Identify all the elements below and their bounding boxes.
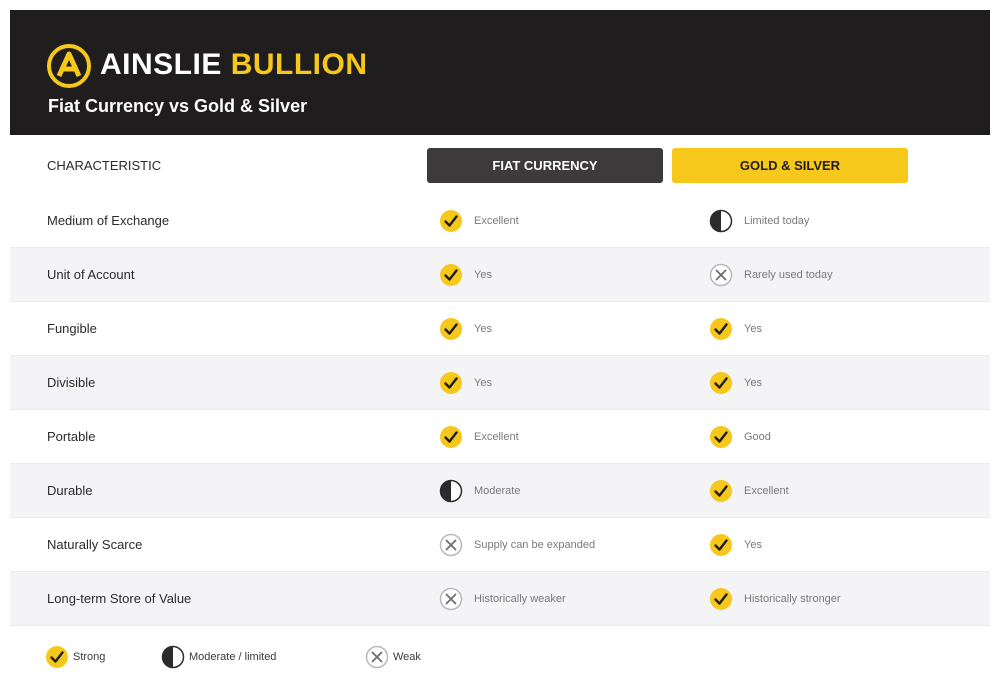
table-row <box>10 410 990 464</box>
row-label: Durable <box>47 483 93 498</box>
moderate-icon <box>161 645 185 669</box>
brand: AINSLIE BULLION <box>100 48 368 82</box>
cell-text: Yes <box>474 323 492 335</box>
brand-second: BULLION <box>230 48 368 81</box>
table-row <box>10 302 990 356</box>
strong-icon <box>440 318 462 340</box>
strong-icon <box>440 264 462 286</box>
cell-text: Excellent <box>474 215 519 227</box>
column-header: CHARACTERISTIC <box>47 158 162 173</box>
cell-text: Historically stronger <box>744 593 841 605</box>
cell-text: Yes <box>744 377 762 389</box>
weak-icon <box>439 587 463 611</box>
legend-label: Strong <box>73 651 106 663</box>
brand-first: AINSLIE <box>100 48 222 81</box>
header <box>10 10 990 135</box>
weak-icon <box>439 533 463 557</box>
strong-icon <box>710 480 732 502</box>
table-row <box>10 194 990 248</box>
row-label: Portable <box>47 429 96 444</box>
row-label: Unit of Account <box>47 267 135 282</box>
cell-text: Yes <box>744 539 762 551</box>
cell-text: Good <box>744 431 771 443</box>
logo <box>47 44 91 88</box>
table-row <box>10 518 990 572</box>
weak-icon <box>365 645 389 669</box>
row-label: Divisible <box>47 375 96 390</box>
cell-text: Yes <box>474 377 492 389</box>
table-row <box>10 464 990 518</box>
strong-icon <box>440 426 462 448</box>
cell-text: Limited today <box>744 215 810 227</box>
column-header: GOLD & SILVER <box>672 148 908 183</box>
column-header: FIAT CURRENCY <box>427 148 663 183</box>
strong-icon <box>440 372 462 394</box>
strong-icon <box>710 426 732 448</box>
cell-text: Excellent <box>744 485 789 497</box>
strong-icon <box>440 210 462 232</box>
cell-text: Yes <box>474 269 492 281</box>
cell-text: Moderate <box>474 485 521 497</box>
strong-icon <box>710 318 732 340</box>
table-row <box>10 572 990 626</box>
table-row <box>10 248 990 302</box>
cell-text: Yes <box>744 323 762 335</box>
row-label: Naturally Scarce <box>47 537 143 552</box>
strong-icon <box>46 646 68 668</box>
legend-label: Weak <box>393 651 421 663</box>
cell-text: Excellent <box>474 431 519 443</box>
weak-icon <box>709 263 733 287</box>
subtitle: Fiat Currency vs Gold & Silver <box>48 96 308 116</box>
cell-text: Supply can be expanded <box>474 539 596 551</box>
strong-icon <box>710 534 732 556</box>
row-label: Medium of Exchange <box>47 213 170 228</box>
moderate-icon <box>439 479 463 503</box>
row-label: Long-term Store of Value <box>47 591 192 606</box>
moderate-icon <box>709 209 733 233</box>
strong-icon <box>710 588 732 610</box>
cell-text: Historically weaker <box>474 593 566 605</box>
legend-label: Moderate / limited <box>189 651 277 663</box>
cell-text: Rarely used today <box>744 269 833 281</box>
row-label: Fungible <box>47 321 97 336</box>
strong-icon <box>710 372 732 394</box>
table-row <box>10 356 990 410</box>
